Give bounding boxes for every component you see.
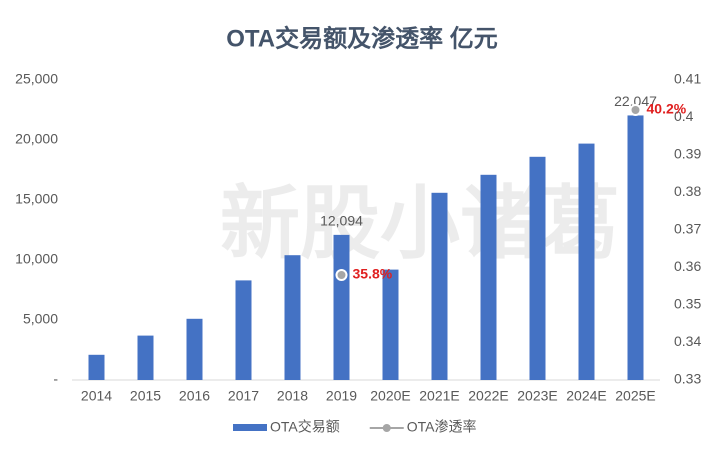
y-tick-label: 10,000 — [15, 251, 58, 267]
y2-tick-label: 0.4 — [674, 108, 694, 124]
bar — [284, 255, 301, 380]
legend-swatch — [382, 424, 391, 432]
data-label: 22,047 — [614, 93, 657, 109]
bar — [88, 354, 105, 380]
y2-tick-label: 0.35 — [674, 296, 701, 312]
legend-label: OTA交易额 — [270, 419, 340, 435]
bar — [382, 269, 399, 380]
point — [629, 104, 642, 116]
x-tick-label: 2024E — [566, 388, 606, 404]
bar — [333, 234, 350, 380]
bar — [480, 174, 497, 380]
x-tick-label: 2017 — [228, 388, 259, 404]
x-tick-label: 2021E — [419, 388, 459, 404]
x-tick-label: 2016 — [179, 388, 210, 404]
x-tick-label: 2022E — [468, 388, 508, 404]
bar — [137, 335, 154, 380]
y-tick-label: 5,000 — [23, 311, 58, 327]
y2-tick-label: 0.39 — [674, 146, 701, 162]
point — [335, 269, 348, 281]
data-label: 40.2% — [647, 101, 687, 117]
bar — [627, 115, 644, 380]
bar — [186, 318, 203, 380]
x-tick-label: 2015 — [130, 388, 161, 404]
bar — [235, 280, 252, 380]
y-tick-label: 20,000 — [15, 131, 58, 147]
y2-tick-label: 0.33 — [674, 371, 701, 387]
y2-tick-label: 0.36 — [674, 258, 701, 274]
y-tick-label: 15,000 — [15, 191, 58, 207]
x-tick-label: 2020E — [370, 388, 410, 404]
data-label: 35.8% — [353, 266, 393, 282]
y-tick-label: - — [53, 371, 58, 387]
y2-tick-label: 0.37 — [674, 221, 701, 237]
legend-swatch — [233, 424, 267, 431]
x-tick-label: 2025E — [615, 388, 655, 404]
x-tick-label: 2023E — [517, 388, 557, 404]
x-tick-label: 2018 — [277, 388, 308, 404]
chart-title: OTA交易额及渗透率 亿元 — [226, 24, 498, 52]
bar — [431, 192, 448, 380]
bar — [578, 143, 595, 380]
watermark: 新股小诸葛 — [220, 179, 620, 268]
y2-tick-label: 0.41 — [674, 71, 701, 87]
y-tick-label: 25,000 — [15, 71, 58, 87]
bar — [529, 156, 546, 380]
legend-label: OTA渗透率 — [407, 419, 477, 435]
y2-tick-label: 0.38 — [674, 183, 701, 199]
y2-tick-label: 0.34 — [674, 333, 701, 349]
x-tick-label: 2019 — [326, 388, 357, 404]
x-tick-label: 2014 — [81, 388, 112, 404]
data-label: 12,094 — [320, 213, 363, 229]
